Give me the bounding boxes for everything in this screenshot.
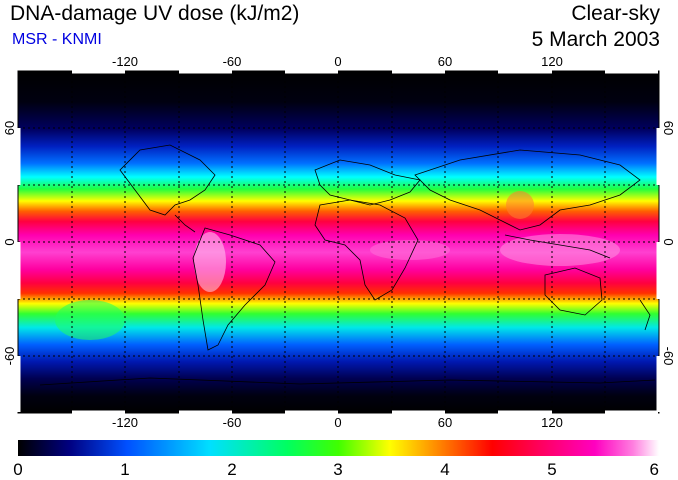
lon-tick-bottom: 60 [438,415,452,430]
lon-tick-bottom: -120 [112,415,138,430]
source-label: MSR - KNMI [12,31,102,48]
lon-tick-bottom: -60 [223,415,242,430]
date-label: 5 March 2003 [531,28,660,51]
coastlines [39,144,656,386]
lat-tick-right: 60 [661,121,676,135]
lon-tick-top: -60 [223,54,242,69]
graticule [18,71,659,413]
lon-tick-top: 0 [334,54,341,69]
lat-tick-right: 0 [661,238,676,245]
colorbar-label: 2 [227,460,236,479]
colorbar-label: 6 [650,460,659,479]
colorbar-label: 1 [120,460,129,479]
lon-tick-bottom: 120 [541,415,563,430]
sky-condition-label: Clear-sky [571,2,660,25]
lat-tick-left: -60 [2,347,17,366]
colorbar-label: 4 [440,460,449,479]
lon-tick-bottom: 0 [334,415,341,430]
lon-tick-top: -120 [112,54,138,69]
lat-tick-left: 60 [2,121,17,135]
lon-tick-top: 60 [438,54,452,69]
lat-tick-right: -60 [661,347,676,366]
regional-highlights [55,191,620,340]
colorbar-label: 5 [547,460,556,479]
chart-title: DNA-damage UV dose (kJ/m2) [10,2,300,25]
lon-tick-top: 120 [541,54,563,69]
frame-tick-bars [17,70,660,414]
colorbar [18,440,659,456]
colorbar-label: 0 [13,460,22,479]
colorbar-label: 3 [333,460,342,479]
lat-tick-left: 0 [2,238,17,245]
